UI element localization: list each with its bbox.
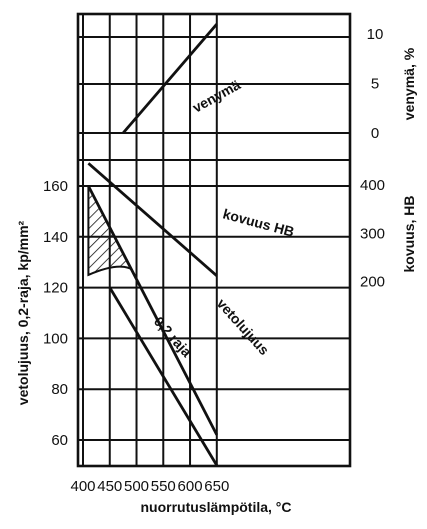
x-axis-label: nuorrutuslämpötila, °C: [140, 499, 291, 515]
series-label-kovuus: kovuus HB: [221, 205, 296, 239]
left-tick-label: 120: [43, 280, 68, 297]
series-label-02-raja: 0,2 raja: [151, 313, 195, 360]
series-line-0: [122, 23, 218, 134]
elongation-tick-label: 10: [367, 26, 384, 43]
elongation-tick-label: 0: [371, 125, 379, 142]
x-tick-label: 400: [70, 478, 95, 495]
tick-labels: 400 450 500 550 600 6506080100120140160200300…: [43, 26, 385, 495]
series-layer: [87, 23, 219, 467]
series-line-2: [87, 185, 219, 436]
plot-frame: [76, 12, 352, 468]
hardness-tick-label: 400: [360, 177, 385, 194]
left-tick-label: 80: [51, 381, 68, 398]
hardness-tick-label: 300: [360, 225, 385, 242]
x-tick-label: 600: [178, 478, 203, 495]
hardness-axis-label: kovuus, HB: [401, 195, 417, 272]
series-line-3: [108, 286, 218, 467]
left-axis-label: vetolujuus, 0,2-raja, kp/mm²: [15, 220, 31, 405]
left-tick-label: 60: [51, 432, 68, 449]
series-line-1: [87, 162, 218, 277]
x-tick-label: 450: [97, 478, 122, 495]
x-tick-label: 500: [124, 478, 149, 495]
left-tick-label: 140: [43, 229, 68, 246]
x-tick-label: 550: [151, 478, 176, 495]
elongation-axis-label: venymä, %: [401, 47, 417, 120]
elongation-tick-label: 5: [371, 76, 379, 93]
grid: [76, 12, 352, 468]
series-label-vetolujuus: vetolujuus: [214, 295, 273, 358]
left-tick-label: 100: [43, 330, 68, 347]
left-tick-label: 160: [43, 178, 68, 195]
hardness-tick-label: 200: [360, 274, 385, 291]
x-tick-label: 650: [204, 478, 229, 495]
